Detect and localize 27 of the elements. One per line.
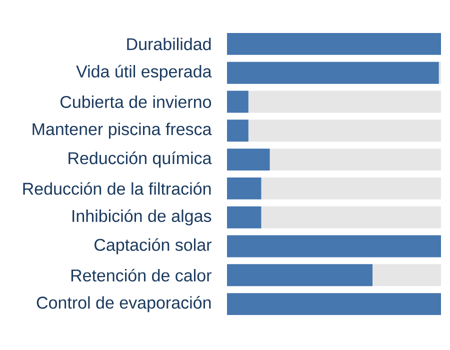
y-tick-label: Retención de calor (71, 268, 212, 282)
bar (261, 177, 442, 200)
bar (227, 235, 442, 258)
bar (227, 293, 442, 316)
bar (227, 206, 262, 228)
y-tick-label: Mantener piscina fresca (32, 122, 212, 139)
bar (227, 148, 270, 171)
bar (438, 62, 442, 84)
bar (227, 120, 248, 142)
y-tick-label: Reducción de la filtración (23, 182, 211, 195)
bar (227, 264, 373, 286)
y-tick-label: Captación solar (94, 238, 212, 254)
y-tick-label: Reducción química (68, 152, 212, 168)
bar (227, 62, 439, 84)
bar (270, 148, 442, 171)
bar (248, 120, 442, 142)
bar (227, 90, 248, 113)
bar (227, 32, 442, 55)
y-tick-label: Control de evaporación (36, 296, 211, 312)
bar (248, 90, 442, 113)
bar (372, 264, 442, 286)
y-tick-label: Inhibición de algas (72, 209, 212, 226)
bar (227, 177, 262, 200)
bar (261, 206, 442, 228)
y-tick-label: Vida útil esperada (76, 64, 212, 81)
y-tick-label: Cubierta de invierno (60, 96, 212, 108)
y-tick-label: Durabilidad (127, 38, 211, 50)
